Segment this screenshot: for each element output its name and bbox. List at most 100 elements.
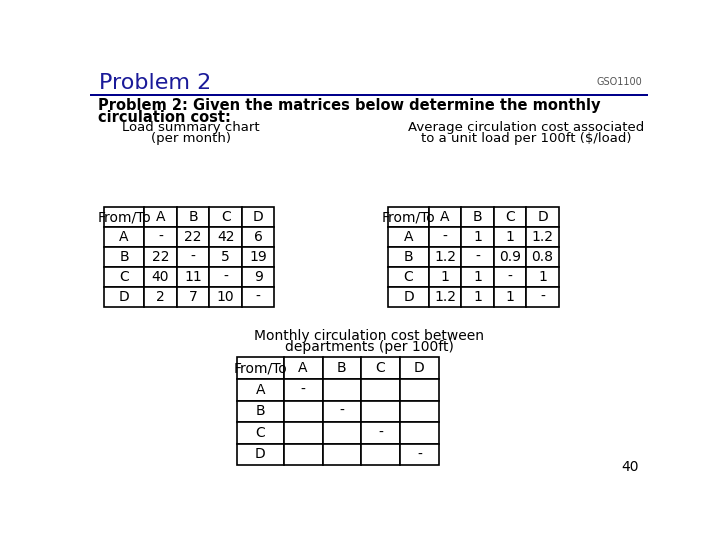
Text: Problem 2: Problem 2 [99,73,212,93]
Text: to a unit load per 100ft ($/load): to a unit load per 100ft ($/load) [421,132,631,145]
Text: -: - [223,271,228,285]
Bar [238,422,284,444]
Bar [104,247,144,267]
Text: 1: 1 [473,230,482,244]
Text: A: A [404,230,413,244]
Text: B: B [188,210,198,224]
Bar [104,287,144,307]
Bar [361,444,400,465]
Text: 1: 1 [441,271,449,285]
Bar [144,207,177,227]
Bar [238,401,284,422]
Text: 10: 10 [217,291,235,305]
Text: 1: 1 [538,271,547,285]
Bar [210,267,242,287]
Bar [400,444,438,465]
Text: 9: 9 [253,271,263,285]
Text: Monthly circulation cost between: Monthly circulation cost between [254,329,484,343]
Bar [177,227,210,247]
Text: 2: 2 [156,291,165,305]
Bar [361,401,400,422]
Text: A: A [440,210,450,224]
Bar [242,207,274,227]
Bar [144,227,177,247]
Bar [177,267,210,287]
Text: D: D [414,361,425,375]
Bar [400,357,438,379]
Text: Average circulation cost associated: Average circulation cost associated [408,122,644,134]
Bar [494,227,526,247]
Text: C: C [256,426,266,440]
Bar [361,422,400,444]
Bar [526,287,559,307]
Bar [428,207,462,227]
Bar [242,247,274,267]
Text: -: - [443,230,447,244]
Text: 1.2: 1.2 [434,291,456,305]
Text: Problem 2: Given the matrices below determine the monthly: Problem 2: Given the matrices below dete… [98,98,600,113]
Text: D: D [255,448,266,461]
Text: 1: 1 [473,271,482,285]
Bar [388,247,428,267]
Text: -: - [417,448,422,461]
Bar [210,227,242,247]
Text: 22: 22 [184,230,202,244]
Bar [210,207,242,227]
Text: 42: 42 [217,230,235,244]
Text: -: - [475,251,480,264]
Bar [462,207,494,227]
Text: B: B [337,361,347,375]
Bar [177,287,210,307]
Bar [388,287,428,307]
Bar [242,267,274,287]
Text: -: - [540,291,545,305]
Bar [177,247,210,267]
Text: 40: 40 [621,461,639,475]
Bar [494,267,526,287]
Bar [284,444,323,465]
Text: 22: 22 [152,251,169,264]
Bar [238,379,284,401]
Bar [323,357,361,379]
Bar [284,379,323,401]
Bar [388,227,428,247]
Bar [462,227,494,247]
Bar [104,227,144,247]
Text: 40: 40 [152,271,169,285]
Text: C: C [505,210,515,224]
Text: A: A [156,210,166,224]
Text: -: - [158,230,163,244]
Text: From/To: From/To [382,210,436,224]
Text: B: B [404,251,413,264]
Bar [361,357,400,379]
Text: C: C [120,271,129,285]
Text: B: B [473,210,482,224]
Text: 7: 7 [189,291,197,305]
Text: C: C [221,210,230,224]
Text: D: D [253,210,264,224]
Text: 6: 6 [253,230,263,244]
Text: 0.8: 0.8 [531,251,554,264]
Bar [388,267,428,287]
Bar [210,247,242,267]
Text: -: - [339,404,344,418]
Text: 1.2: 1.2 [531,230,554,244]
Text: A: A [256,383,265,397]
Text: -: - [256,291,261,305]
Bar [284,357,323,379]
Bar [104,267,144,287]
Text: From/To: From/To [97,210,151,224]
Text: D: D [537,210,548,224]
Text: C: C [376,361,385,375]
Bar [494,287,526,307]
Text: 1.2: 1.2 [434,251,456,264]
Bar [526,267,559,287]
Bar [361,379,400,401]
Text: 0.9: 0.9 [499,251,521,264]
Bar [177,207,210,227]
Text: D: D [403,291,414,305]
Bar [494,207,526,227]
Bar [238,357,284,379]
Bar [400,422,438,444]
Text: 1: 1 [505,230,515,244]
